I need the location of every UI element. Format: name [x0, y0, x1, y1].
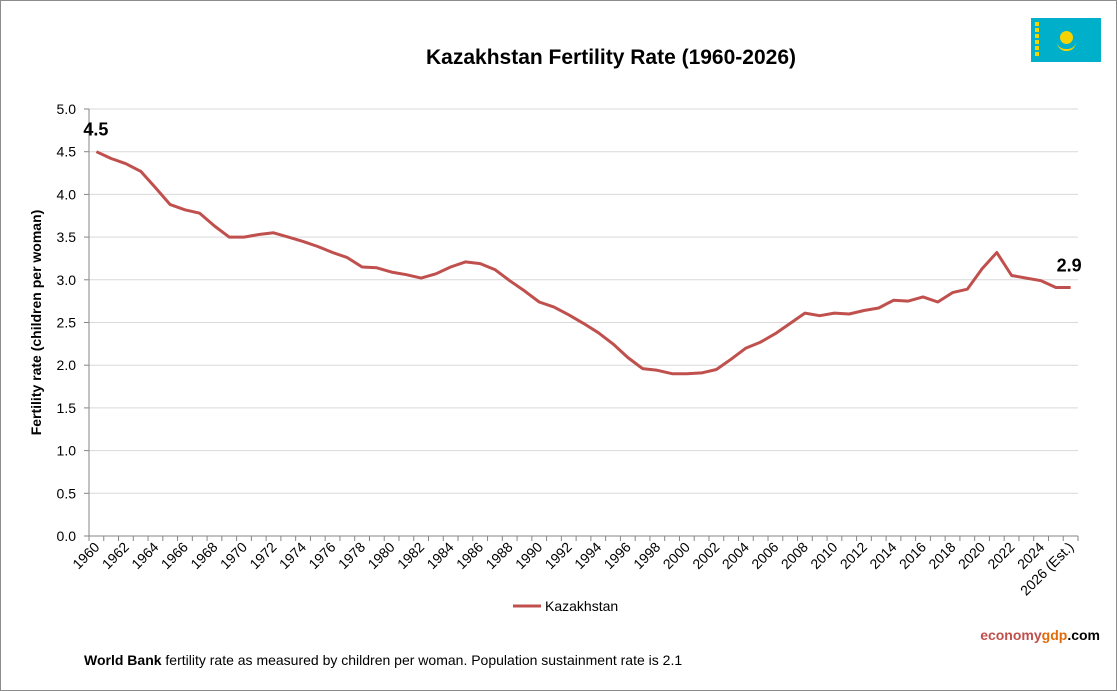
x-tick-label: 1994	[571, 539, 604, 572]
x-tick-label: 2020	[955, 539, 988, 572]
y-tick-label: 0.5	[57, 485, 77, 501]
footer-source: World Bank	[84, 652, 162, 668]
y-tick-label: 5.0	[57, 101, 77, 117]
x-tick-label: 1972	[246, 539, 279, 572]
data-label: 2.9	[1057, 255, 1082, 275]
y-tick-label: 3.0	[57, 272, 77, 288]
y-tick-label: 4.0	[57, 186, 77, 202]
brand-part: gdp	[1041, 627, 1068, 643]
x-tick-label: 2000	[660, 539, 693, 572]
x-tick-label: 2018	[925, 539, 958, 572]
y-tick-label: 1.5	[57, 400, 77, 416]
y-tick-label: 4.5	[57, 144, 77, 160]
x-tick-label: 1986	[453, 539, 486, 572]
x-tick-label: 2022	[984, 539, 1017, 572]
x-tick-label: 2006	[748, 539, 781, 572]
y-tick-label: 2.0	[57, 357, 77, 373]
x-tick-label: 2008	[778, 539, 811, 572]
y-axis-label: Fertility rate (children per woman)	[28, 210, 44, 436]
x-tick-label: 2014	[866, 539, 899, 572]
x-tick-label: 1984	[423, 539, 456, 572]
footer-note: World Bank fertility rate as measured by…	[84, 652, 682, 668]
x-tick-label: 1980	[364, 539, 397, 572]
x-tick-label: 2004	[719, 539, 752, 572]
brand-part: .com	[1067, 627, 1100, 643]
y-tick-label: 3.5	[57, 229, 77, 245]
y-tick-label: 1.0	[57, 443, 77, 459]
x-tick-label: 1996	[601, 539, 634, 572]
kazakhstan-flag-icon	[1031, 18, 1101, 62]
series-line-kazakhstan	[95, 150, 1071, 376]
x-tick-label: 1998	[630, 539, 663, 572]
x-tick-label: 1982	[394, 539, 427, 572]
y-tick-label: 0.0	[57, 528, 77, 544]
brand-part: economy	[980, 627, 1042, 643]
x-tick-label: 2012	[837, 539, 870, 572]
footer-text: fertility rate as measured by children p…	[161, 652, 683, 668]
x-tick-label: 1962	[99, 539, 132, 572]
x-tick-label: 1970	[217, 539, 250, 572]
x-tick-label: 1978	[335, 539, 368, 572]
x-tick-label: 2002	[689, 539, 722, 572]
x-tick-label: 1992	[542, 539, 575, 572]
chart-title: Kazakhstan Fertility Rate (1960-2026)	[426, 46, 796, 69]
y-tick-label: 2.5	[57, 315, 77, 331]
x-tick-label: 1990	[512, 539, 545, 572]
legend-label: Kazakhstan	[545, 598, 618, 614]
x-tick-label: 1964	[128, 539, 161, 572]
x-tick-label: 1974	[276, 539, 309, 572]
x-tick-label: 1968	[187, 539, 220, 572]
brand-logo: economygdp.com	[980, 627, 1100, 643]
x-tick-label: 2010	[807, 539, 840, 572]
x-tick-label: 1988	[482, 539, 515, 572]
x-tick-label: 2016	[896, 539, 929, 572]
data-label: 4.5	[83, 120, 108, 140]
x-tick-label: 1966	[158, 539, 191, 572]
x-tick-label: 1976	[305, 539, 338, 572]
